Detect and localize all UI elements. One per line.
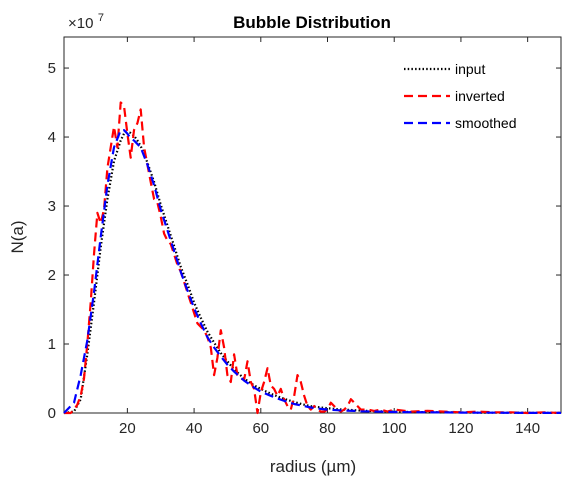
x-tick-label: 20 [119, 420, 136, 437]
y-axis-label: N(a) [8, 220, 27, 253]
y-tick-label: 1 [48, 336, 56, 353]
x-tick-label: 120 [448, 420, 473, 437]
chart-title: Bubble Distribution [233, 13, 391, 32]
x-tick-label: 80 [319, 420, 336, 437]
y-tick-label: 3 [48, 198, 56, 215]
y-axis-multiplier-base: ×10 [68, 15, 93, 32]
y-axis-multiplier-exponent: 7 [98, 12, 104, 24]
plot-area [63, 36, 562, 414]
x-axis-label: radius (µm) [270, 457, 356, 476]
x-tick-label: 40 [186, 420, 203, 437]
y-tick-label: 0 [48, 405, 56, 422]
x-tick-label: 60 [252, 420, 269, 437]
y-axis-multiplier: ×10 7 [68, 12, 104, 32]
y-tick-label: 2 [48, 267, 56, 284]
legend: input inverted smoothed [404, 61, 516, 131]
series-line-smoothed [63, 129, 561, 414]
axis-ticks: 20 40 60 80 100 120 140 0 1 2 3 4 5 [48, 37, 561, 437]
x-tick-label: 100 [382, 420, 407, 437]
series-layer [63, 101, 562, 415]
y-tick-label: 5 [48, 60, 56, 77]
y-tick-label: 4 [48, 129, 56, 146]
legend-label-inverted: inverted [455, 88, 505, 104]
x-tick-label: 140 [515, 420, 540, 437]
legend-label-input: input [455, 61, 485, 77]
series-line-inverted [64, 101, 562, 415]
legend-label-smoothed: smoothed [455, 115, 516, 131]
